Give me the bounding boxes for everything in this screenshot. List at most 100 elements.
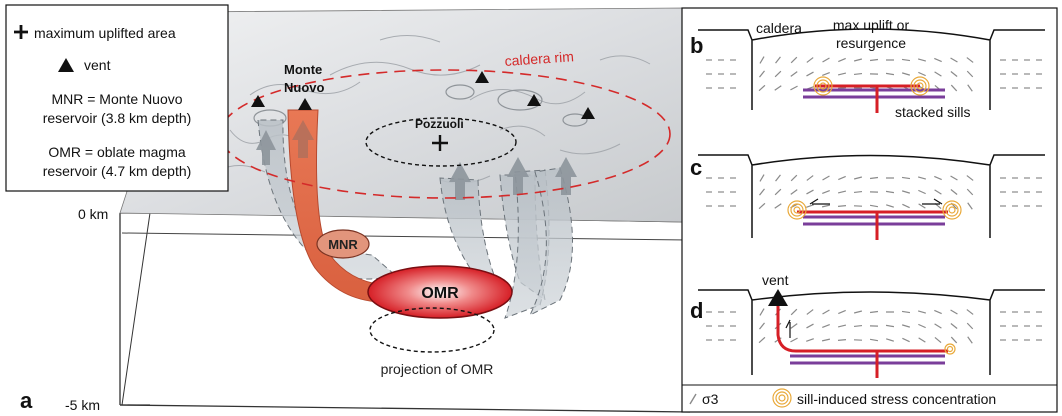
sigma3-tick bbox=[917, 310, 927, 314]
sigma3-tick bbox=[902, 337, 910, 343]
sigma3-tick bbox=[790, 174, 798, 182]
sigma3-tick bbox=[934, 71, 942, 77]
sigma3-tick bbox=[853, 310, 863, 314]
sigma3-tick bbox=[837, 72, 847, 76]
right-panels-frame bbox=[681, 7, 1058, 413]
panel-d: d vent bbox=[690, 272, 1045, 378]
sigma3-tick bbox=[950, 175, 958, 181]
sigma3-tick bbox=[901, 310, 911, 314]
vent-icon bbox=[527, 94, 541, 106]
panel-d-magma bbox=[776, 306, 948, 378]
legend-max-uplift: maximum uplifted area bbox=[34, 25, 176, 41]
propagation-arrow-right bbox=[922, 198, 943, 205]
sigma3-tick bbox=[759, 174, 765, 182]
sigma3-tick bbox=[758, 84, 766, 92]
sigma3-tick bbox=[918, 71, 926, 77]
sigma3-tick bbox=[901, 58, 911, 62]
panel-d-topography bbox=[698, 289, 1045, 375]
mnr-reservoir bbox=[316, 229, 370, 259]
sigma3-tick bbox=[886, 204, 894, 208]
sigma3-tick bbox=[806, 71, 814, 77]
sigma3-tick bbox=[790, 85, 798, 91]
sigma3-tick bbox=[901, 176, 911, 180]
vent-icon bbox=[475, 71, 489, 83]
sigma3-key-icon bbox=[689, 393, 697, 405]
sigma3-tick bbox=[774, 70, 782, 78]
sigma3-key-label: σ3 bbox=[702, 391, 719, 407]
sigma3-tick bbox=[790, 337, 798, 343]
monte-nuovo-label-line1: Monte bbox=[284, 62, 322, 77]
terrain-craters bbox=[253, 84, 588, 127]
sigma3-tick bbox=[934, 175, 942, 181]
sigma3-tick bbox=[758, 336, 766, 344]
sigma3-tick bbox=[869, 176, 879, 180]
arrow-grey-2 bbox=[449, 162, 471, 200]
legend-vent-icon bbox=[58, 58, 74, 72]
vent-propagation-arrow bbox=[785, 319, 791, 338]
sigma3-tick bbox=[806, 323, 814, 329]
sigma3-tick bbox=[838, 309, 846, 315]
block-bottom-edge bbox=[119, 404, 691, 413]
panel-b-max-uplift-line1: max uplift or bbox=[833, 17, 910, 33]
sigma3-tick bbox=[950, 84, 958, 92]
sigma3-tick bbox=[806, 338, 814, 342]
legend-mnr-line1: MNR = Monte Nuovo bbox=[51, 91, 182, 107]
sigma3-tick bbox=[790, 71, 798, 77]
panel-b-max-uplift-line2: resurgence bbox=[836, 35, 906, 51]
legend-frame bbox=[5, 4, 229, 192]
sigma3-tick bbox=[918, 323, 926, 329]
vent-icon bbox=[768, 289, 788, 306]
sigma3-ticks-d bbox=[706, 308, 1042, 344]
sigma3-tick bbox=[853, 190, 863, 194]
sigma3-tick bbox=[934, 323, 942, 329]
sigma3-tick bbox=[821, 338, 831, 342]
sigma3-tick bbox=[821, 204, 831, 208]
sigma3-tick bbox=[822, 309, 830, 315]
stress-concentration-key-label: sill-induced stress concentration bbox=[797, 391, 996, 407]
sigma3-tick bbox=[822, 175, 830, 181]
panel-a-label: a bbox=[20, 388, 33, 413]
sigma3-tick bbox=[950, 57, 958, 63]
vent-icon bbox=[581, 107, 595, 119]
sigma3-tick bbox=[901, 72, 911, 76]
sigma3-tick bbox=[901, 324, 911, 328]
panel-a: caldera rim Pozzuoli Monte Nuovo MNR OMR… bbox=[20, 7, 691, 413]
stress-concentration-icon bbox=[944, 343, 956, 355]
max-uplift-cross bbox=[432, 135, 448, 151]
sigma3-tick bbox=[885, 324, 895, 328]
depth-label-0km: 0 km bbox=[78, 206, 108, 222]
sigma3-tick bbox=[950, 71, 958, 77]
sigma3-tick bbox=[759, 56, 765, 64]
sigma3-tick bbox=[790, 308, 798, 316]
sigma3-tick bbox=[837, 205, 847, 207]
sigma3-tick bbox=[790, 56, 798, 64]
sigma3-tick bbox=[966, 175, 974, 181]
depth-label-5km: -5 km bbox=[65, 397, 100, 413]
vent-icon bbox=[298, 98, 312, 110]
sigma3-tick bbox=[966, 188, 974, 196]
legend-omr-line1: OMR = oblate magma bbox=[48, 144, 186, 160]
sigma3-tick bbox=[934, 57, 942, 63]
sigma3-tick bbox=[806, 189, 814, 195]
omr-label: OMR bbox=[421, 285, 459, 302]
sigma3-tick bbox=[790, 189, 798, 195]
sigma3-tick bbox=[775, 174, 781, 182]
caldera-rim-label: caldera rim bbox=[504, 48, 574, 69]
panel-c-topography bbox=[698, 154, 1045, 238]
sigma3-tick bbox=[853, 324, 863, 328]
max-uplift-area-ellipse bbox=[365, 117, 517, 167]
panel-c: c bbox=[690, 154, 1045, 240]
sigma3-tick bbox=[918, 189, 926, 195]
sigma3-tick bbox=[806, 57, 814, 63]
sigma3-tick bbox=[837, 87, 847, 89]
sigma3-tick bbox=[838, 57, 846, 63]
sigma3-tick bbox=[822, 190, 830, 194]
stress-concentration-icon bbox=[787, 200, 962, 220]
sigma3-tick bbox=[853, 176, 863, 180]
sigma3-tick bbox=[917, 176, 927, 180]
sigma3-tick bbox=[869, 58, 879, 62]
legend-omr-line2: reservoir (4.7 km depth) bbox=[43, 163, 192, 179]
sigma3-tick bbox=[967, 202, 973, 210]
arrow-mnr bbox=[292, 120, 314, 158]
omr-projection-label: projection of OMR bbox=[381, 361, 494, 377]
